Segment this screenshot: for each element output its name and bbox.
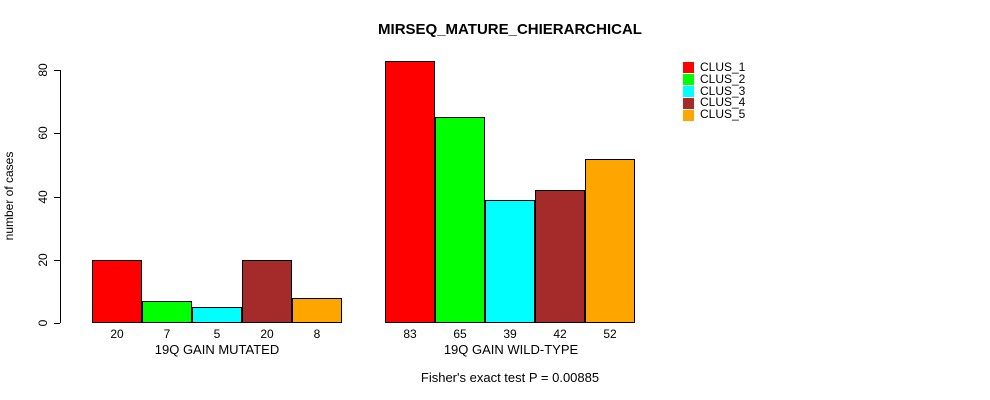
fisher-test-annotation: Fisher's exact test P = 0.00885 <box>420 370 600 385</box>
bar-value-label: 39 <box>503 327 517 341</box>
bar-value-label: 20 <box>110 327 124 341</box>
bar-value-label: 5 <box>213 327 221 341</box>
legend-label-clus-5: CLUS_5 <box>700 107 746 122</box>
legend-label-clus-2: CLUS_2 <box>700 71 746 86</box>
x-group-label-wild-type: 19Q GAIN WILD-TYPE <box>443 342 579 357</box>
y-tick <box>54 196 60 198</box>
bar-clus_3-group1 <box>192 307 242 323</box>
bar-value-label: 65 <box>453 327 467 341</box>
legend: CLUS_1 CLUS_2 CLUS_3 CLUS_4 CLUS_5 <box>683 60 746 122</box>
legend-swatch-clus-1 <box>683 62 694 74</box>
y-tick-label: 20 <box>36 253 50 267</box>
legend-swatch-clus-2 <box>683 74 694 86</box>
bar-clus_1-group2 <box>385 61 435 323</box>
bar-value-label: 42 <box>553 327 567 341</box>
y-axis-line <box>60 70 61 323</box>
x-group-label-mutated: 19Q GAIN MUTATED <box>154 342 280 357</box>
bar-value-label: 8 <box>313 327 321 341</box>
legend-label-clus-1: CLUS_1 <box>700 60 746 74</box>
bar-clus_1-group1 <box>92 260 142 323</box>
legend-swatch-clus-4 <box>683 97 694 109</box>
legend-item-clus-3: CLUS_3 <box>683 83 746 98</box>
legend-label-clus-3: CLUS_3 <box>700 83 746 98</box>
bar-value-label: 52 <box>603 327 617 341</box>
bar-clus_2-group1 <box>142 301 192 323</box>
bar-clus_5-group2 <box>585 159 635 323</box>
y-axis-label: number of cases <box>2 151 16 241</box>
chart-title: MIRSEQ_MATURE_CHIERARCHICAL <box>378 21 642 38</box>
y-tick <box>54 259 60 261</box>
y-tick <box>54 70 60 71</box>
legend-item-clus-2: CLUS_2 <box>683 71 746 86</box>
y-tick <box>54 133 60 135</box>
legend-item-clus-5: CLUS_5 <box>683 107 746 122</box>
y-tick <box>54 323 60 324</box>
y-tick-label: 60 <box>36 126 50 140</box>
legend-swatch-clus-3 <box>683 85 694 97</box>
legend-swatch-clus-5 <box>683 109 694 121</box>
bar-clus_3-group2 <box>485 200 535 323</box>
bar-clus_4-group2 <box>535 190 585 323</box>
y-tick-label: 80 <box>36 63 50 77</box>
bar-value-label: 83 <box>403 327 417 341</box>
y-tick-label: 40 <box>36 189 50 204</box>
y-tick-label: 0 <box>36 319 50 327</box>
legend-item-clus-4: CLUS_4 <box>683 95 746 110</box>
bar-clus_5-group1 <box>292 298 342 323</box>
bar-value-label: 7 <box>163 327 171 341</box>
bar-clus_2-group2 <box>435 117 485 323</box>
legend-label-clus-4: CLUS_4 <box>700 95 746 110</box>
bar-clus_4-group1 <box>242 260 292 323</box>
legend-item-clus-1: CLUS_1 <box>683 60 746 74</box>
bar-value-label: 20 <box>260 327 274 341</box>
